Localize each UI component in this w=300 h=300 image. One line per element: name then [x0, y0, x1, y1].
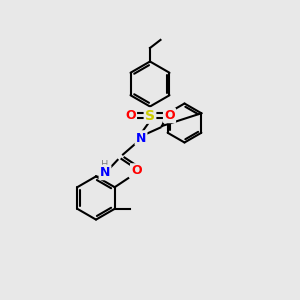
Text: S: S: [145, 109, 155, 122]
Text: O: O: [125, 109, 136, 122]
Text: O: O: [131, 164, 142, 178]
Text: H: H: [101, 160, 109, 170]
Text: N: N: [100, 166, 110, 179]
Text: O: O: [164, 109, 175, 122]
Text: N: N: [136, 131, 146, 145]
